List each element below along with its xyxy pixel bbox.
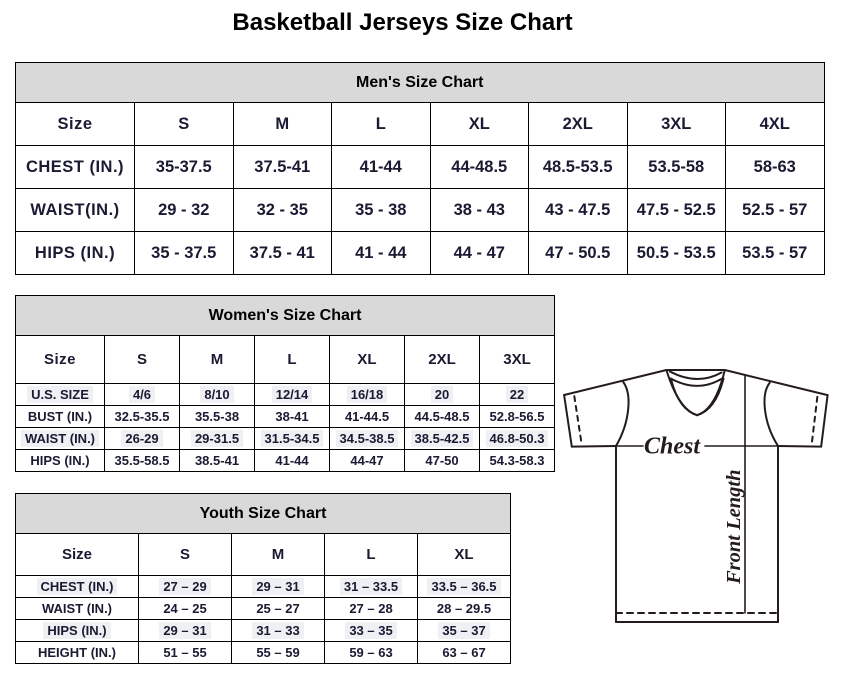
svg-text:Chest: Chest (644, 434, 701, 460)
svg-text:Front Length: Front Length (723, 470, 745, 586)
